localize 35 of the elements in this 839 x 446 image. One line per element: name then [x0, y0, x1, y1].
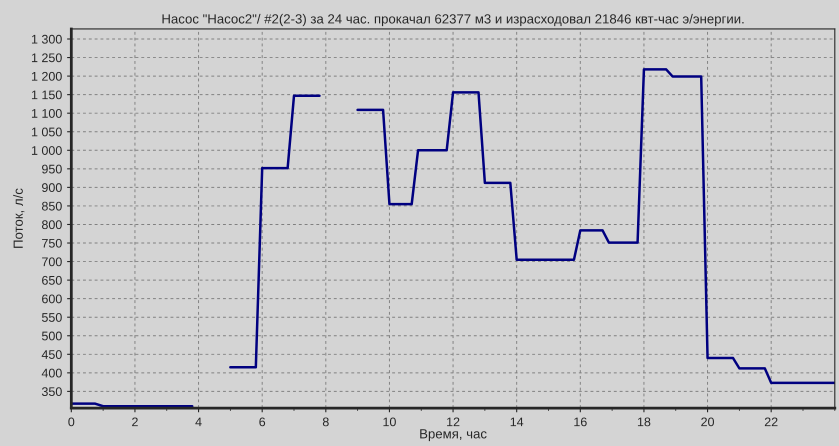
y-tick-label: 400 — [42, 368, 62, 378]
x-tick-label: 2 — [132, 417, 138, 426]
x-tick-label: 4 — [195, 418, 202, 426]
x-tick-label: 20 — [701, 417, 714, 426]
y-tick-label: 800 — [42, 220, 62, 230]
y-axis-title: Поток, л/с — [13, 188, 24, 248]
x-tick-label: 8 — [322, 417, 329, 426]
y-tick-label: 550 — [42, 313, 62, 322]
y-tick-label: 700 — [42, 257, 62, 266]
x-tick-label: 16 — [574, 417, 587, 426]
x-tick-label: 18 — [638, 417, 650, 426]
y-tick-label: 750 — [42, 238, 62, 248]
x-axis-title: Время, час — [420, 429, 487, 442]
y-tick-label: 600 — [42, 294, 62, 304]
y-tick-label: 950 — [42, 164, 62, 174]
y-tick-label: 1 150 — [32, 90, 62, 100]
y-tick-label: 650 — [42, 276, 62, 285]
y-tick-label: 1 100 — [32, 108, 62, 118]
y-tick-label: 1 050 — [32, 128, 62, 136]
x-tick-label: 0 — [68, 417, 74, 426]
x-tick-label: 22 — [764, 417, 778, 426]
y-tick-label: 450 — [42, 350, 62, 359]
y-tick-label: 1 250 — [32, 53, 62, 62]
y-tick-label: 1 300 — [32, 34, 62, 44]
x-tick-label: 12 — [447, 417, 460, 426]
x-tick-label: 14 — [510, 418, 524, 426]
x-tick-label: 6 — [259, 417, 266, 426]
y-tick-label: 1 200 — [32, 72, 62, 81]
y-tick-label: 500 — [42, 332, 62, 340]
x-tick-label: 10 — [383, 417, 396, 426]
y-tick-label: 350 — [42, 387, 62, 396]
y-tick-label: 900 — [42, 183, 62, 192]
chart-title: Насос "Насос2"/ #2(2-3) за 24 час. прокачал 62377 м3 и израсходовал 21846 квт-час э/энергии. — [162, 14, 744, 26]
y-tick-label: 1 000 — [32, 146, 62, 155]
y-tick-label: 850 — [42, 202, 62, 211]
